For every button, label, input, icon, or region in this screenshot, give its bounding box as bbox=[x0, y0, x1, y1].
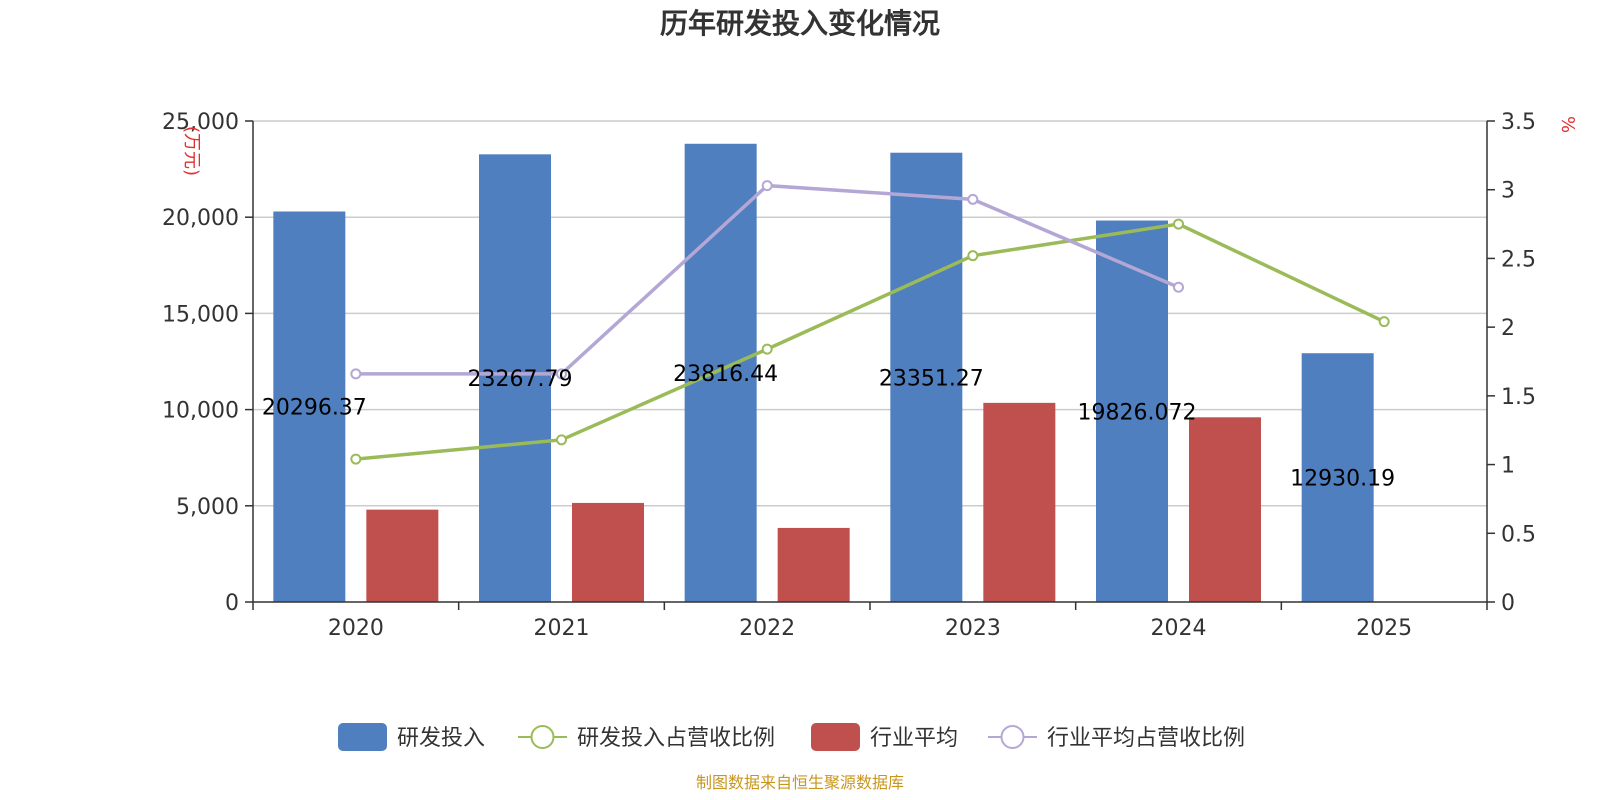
bar-data-label: 23267.79 bbox=[468, 367, 573, 392]
bar-0[interactable] bbox=[273, 211, 346, 602]
legend-swatch[interactable] bbox=[338, 723, 387, 751]
y-left-tick-label: 10,000 bbox=[162, 399, 239, 424]
axes: 0 5,000 10,000 15,000 20,000 25,000 0 0.5 1 1.5 2 2… bbox=[162, 110, 1578, 641]
y-left-tick-label: 5,000 bbox=[176, 495, 239, 520]
x-tick-label: 2024 bbox=[1151, 616, 1207, 641]
legend: 研发投入 研发投入占营收比例 行业平均 行业平均占营收比例 bbox=[338, 723, 1245, 751]
bar-0[interactable] bbox=[1096, 220, 1168, 602]
bar-0[interactable] bbox=[890, 152, 963, 602]
x-tick-label: 2025 bbox=[1356, 616, 1412, 641]
bar-data-label: 23816.44 bbox=[673, 362, 778, 387]
data-labels: 20296.37 23267.79 23816.44 23351.27 19826.07… bbox=[262, 362, 1395, 492]
bar-data-label: 12930.19 bbox=[1290, 467, 1395, 492]
line-point-1[interactable] bbox=[967, 193, 979, 205]
legend-swatch-marker[interactable] bbox=[530, 725, 555, 749]
y-right-tick-label: 3.5 bbox=[1501, 110, 1536, 135]
y-left-unit: (万元) bbox=[181, 126, 202, 176]
bar-0[interactable] bbox=[684, 143, 757, 602]
y-right-unit: % bbox=[1557, 116, 1578, 133]
line-point-0[interactable] bbox=[761, 343, 773, 355]
line-point-1[interactable] bbox=[556, 368, 567, 380]
line-point-0[interactable] bbox=[350, 453, 362, 465]
y-right-tick-label: 2 bbox=[1501, 316, 1515, 341]
y-right-tick-label: 0 bbox=[1501, 591, 1515, 616]
bar-1[interactable] bbox=[983, 402, 1056, 602]
legend-label[interactable]: 研发投入占营收比例 bbox=[577, 726, 775, 751]
grid bbox=[253, 120, 1487, 507]
x-tick-label: 2022 bbox=[739, 616, 795, 641]
legend-label[interactable]: 行业平均占营收比例 bbox=[1047, 726, 1245, 751]
bar-1[interactable] bbox=[366, 509, 439, 602]
legend-swatch-marker[interactable] bbox=[1000, 725, 1025, 749]
line-point-1[interactable] bbox=[761, 180, 773, 192]
y-right-tick-label: 0.5 bbox=[1501, 522, 1536, 547]
x-tick-label: 2020 bbox=[328, 616, 384, 641]
y-right-tick-label: 1.5 bbox=[1501, 385, 1536, 410]
line-point-0[interactable] bbox=[1173, 218, 1184, 230]
bar-1[interactable] bbox=[1189, 417, 1261, 602]
y-left-tick-label: 20,000 bbox=[162, 206, 239, 231]
legend-swatch[interactable] bbox=[811, 723, 860, 751]
line-series-0 bbox=[355, 222, 1385, 461]
y-right-tick-label: 2.5 bbox=[1501, 247, 1536, 272]
bar-data-label: 23351.27 bbox=[879, 366, 984, 391]
y-left-tick-label: 25,000 bbox=[162, 110, 239, 135]
chart-title: 历年研发投入变化情况 bbox=[660, 7, 940, 40]
bar-0[interactable] bbox=[479, 154, 551, 603]
legend-label[interactable]: 行业平均 bbox=[870, 726, 958, 751]
lines bbox=[350, 180, 1390, 465]
bar-0[interactable] bbox=[1301, 353, 1374, 602]
x-tick-label: 2021 bbox=[534, 616, 590, 641]
line-point-1[interactable] bbox=[350, 368, 362, 380]
x-tick-label: 2023 bbox=[945, 616, 1001, 641]
bars bbox=[273, 143, 1374, 603]
source-note: 制图数据来自恒生聚源数据库 bbox=[696, 773, 904, 792]
y-right-tick-label: 1 bbox=[1501, 454, 1515, 479]
line-point-0[interactable] bbox=[556, 434, 567, 446]
bar-data-label: 19826.072 bbox=[1078, 400, 1197, 425]
line-point-0[interactable] bbox=[1378, 316, 1390, 328]
y-right-tick-label: 3 bbox=[1501, 179, 1515, 204]
bar-data-label: 20296.37 bbox=[262, 396, 367, 421]
bar-1[interactable] bbox=[777, 527, 850, 602]
line-point-1[interactable] bbox=[1173, 281, 1184, 293]
y-left-tick-label: 0 bbox=[225, 591, 239, 616]
legend-label[interactable]: 研发投入 bbox=[397, 726, 485, 751]
y-left-tick-label: 15,000 bbox=[162, 302, 239, 327]
line-point-0[interactable] bbox=[967, 250, 979, 262]
bar-1[interactable] bbox=[572, 502, 644, 602]
